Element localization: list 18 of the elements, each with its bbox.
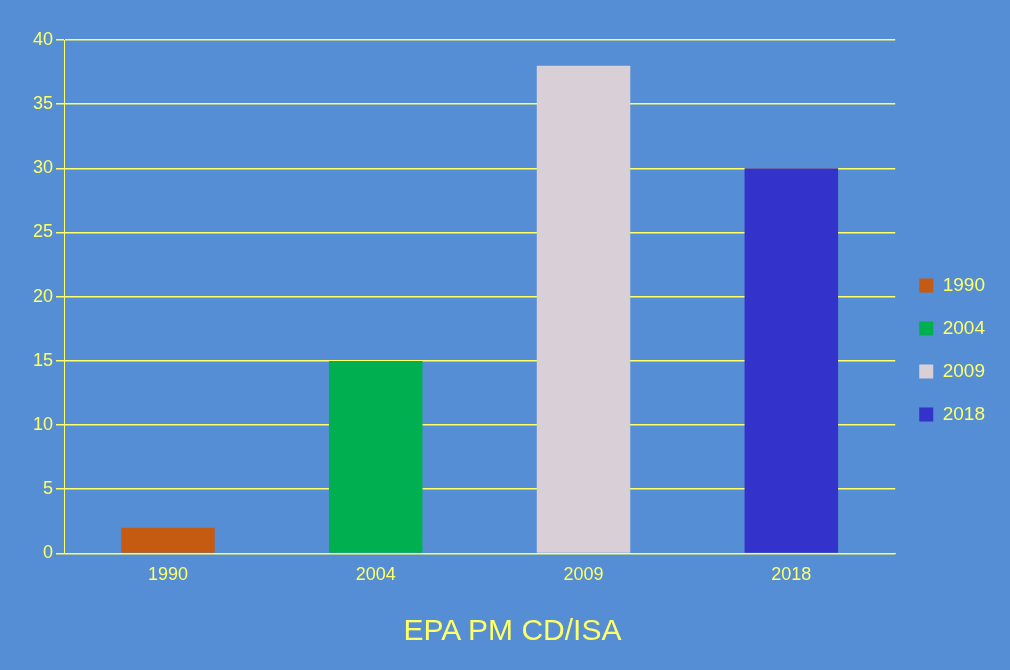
x-tick-label: 2004 [355,564,396,585]
x-tick-label: 1990 [147,564,188,585]
y-tick-label: 15 [32,349,54,370]
y-tick-label: 30 [32,157,54,178]
y-tick-label: 10 [32,414,54,435]
legend-label: 2009 [942,359,986,381]
y-tick-label: 25 [32,221,54,242]
y-tick-label: 20 [32,285,54,306]
y-tick-label: 40 [32,28,54,49]
text: EPA PM CD/ISA [403,613,622,647]
legend-label: 2004 [942,316,986,338]
x-tick-label: 2018 [771,564,812,585]
y-tick-label: 0 [43,542,54,563]
y-tick-label: 35 [32,93,54,114]
legend-label: 1990 [942,273,986,295]
x-tick-label: 2009 [563,564,604,585]
y-tick-label: 5 [43,478,54,499]
legend-label: 2018 [942,402,986,424]
